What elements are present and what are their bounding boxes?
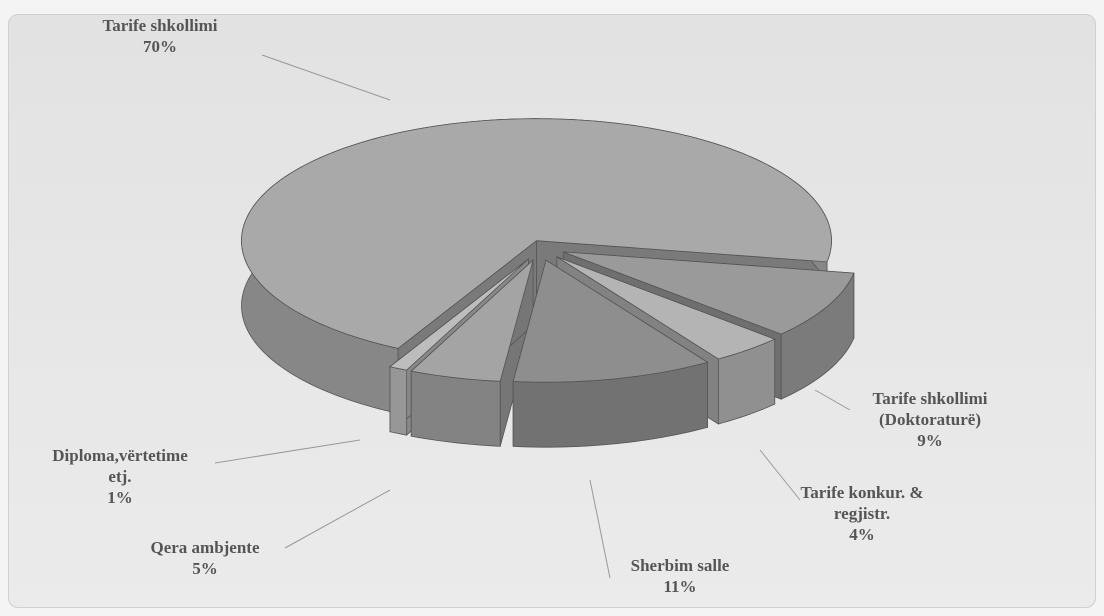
leader-line (589, 479, 611, 579)
leader-line (284, 489, 391, 549)
slice-side (410, 370, 501, 447)
pie-slice (410, 258, 534, 447)
slice-label: Tarife shkollimi 70% (102, 15, 217, 57)
slice-name: Qera ambjente (150, 538, 260, 557)
leader-line (214, 439, 361, 464)
slice-top (410, 258, 534, 382)
leader-line (814, 389, 851, 411)
slice-value: 1% (107, 488, 133, 507)
slice-value: 9% (917, 431, 943, 450)
slice-label: Tarife konkur. & regjistr. 4% (801, 482, 924, 545)
slice-label: Diploma,vërtetime etj. 1% (52, 445, 187, 508)
slice-label: Tarife shkollimi (Doktoraturë) 9% (872, 388, 987, 451)
slice-name: Sherbim salle (630, 556, 730, 575)
slice-name: Tarife shkollimi (Doktoraturë) (872, 389, 988, 429)
slice-value: 11% (663, 577, 697, 596)
pie-slice (512, 259, 709, 448)
leader-lines (214, 54, 851, 579)
slice-name: Tarife shkollimi (102, 16, 218, 35)
leader-line (759, 449, 801, 501)
slice-value: 70% (143, 37, 177, 56)
slice-value: 4% (849, 525, 875, 544)
leader-line (261, 54, 391, 101)
slice-label: Sherbim salle 11% (631, 555, 730, 597)
slice-top (241, 118, 832, 349)
slice-side (389, 366, 408, 436)
slice-top (556, 256, 776, 360)
slice-top (563, 251, 855, 335)
slice-label: Qera ambjente 5% (150, 537, 259, 579)
slice-name: Tarife konkur. & regjistr. (800, 483, 924, 523)
slice-top (512, 259, 709, 383)
slice-name: Diploma,vërtetime etj. (52, 446, 188, 486)
slice-value: 5% (192, 559, 218, 578)
slice-top (389, 258, 529, 371)
